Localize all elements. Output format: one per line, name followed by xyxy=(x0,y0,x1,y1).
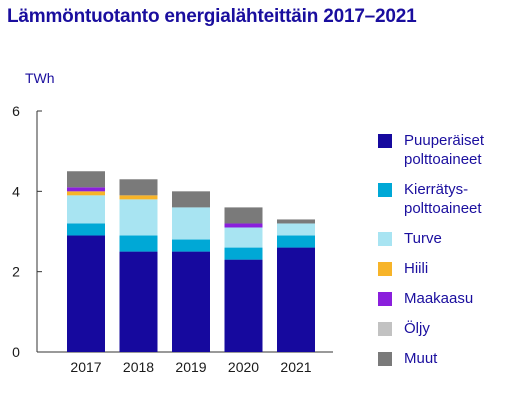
legend-item: Hiili xyxy=(378,259,484,278)
legend-item: Turve xyxy=(378,229,484,248)
legend-label: Hiili xyxy=(404,260,429,277)
legend-swatch xyxy=(378,262,392,276)
legend-item: Puuperäiset polttoaineet xyxy=(378,131,484,169)
bar-segment xyxy=(119,179,158,196)
bar-segment xyxy=(224,247,263,260)
legend-swatch xyxy=(378,352,392,366)
bar-segment xyxy=(172,239,210,252)
legend-label: Maakaasu xyxy=(404,290,474,307)
y-tick-label: 2 xyxy=(12,264,20,280)
bar-segment xyxy=(119,195,158,200)
legend-label: Öljy xyxy=(404,320,430,337)
legend-label: Puuperäiset polttoaineet xyxy=(404,132,485,168)
legend-swatch xyxy=(378,232,392,246)
x-tick-label: 2020 xyxy=(228,359,259,375)
y-tick-label: 0 xyxy=(12,344,20,360)
x-tick-label: 2018 xyxy=(123,359,154,375)
y-tick-label: 6 xyxy=(12,103,20,119)
legend-swatch xyxy=(378,183,392,197)
bar-segment xyxy=(67,171,105,188)
legend-item: Muut xyxy=(378,349,484,368)
legend-swatch xyxy=(378,134,392,148)
bar-segment xyxy=(67,187,105,192)
x-tick-label: 2019 xyxy=(175,359,206,375)
bar-segment xyxy=(67,223,105,236)
legend-item: Öljy xyxy=(378,319,484,338)
bar-segment xyxy=(67,191,105,196)
bar-segment xyxy=(172,191,210,208)
bar-segment xyxy=(67,235,105,352)
legend-label: Turve xyxy=(404,230,442,247)
bar-segment xyxy=(277,219,315,224)
bar-segment xyxy=(224,223,263,228)
bar-segment xyxy=(119,235,158,252)
legend-label: Kierrätys- polttoaineet xyxy=(404,181,482,217)
chart-title: Lämmöntuotanto energialähteittäin 2017–2… xyxy=(7,6,417,27)
legend-item: Kierrätys- polttoaineet xyxy=(378,180,484,218)
x-tick-label: 2017 xyxy=(70,359,101,375)
y-axis-unit-label: TWh xyxy=(25,70,55,86)
legend-swatch xyxy=(378,322,392,336)
bar-segment xyxy=(67,195,105,224)
bar-segment xyxy=(224,227,263,248)
legend-label: Muut xyxy=(404,350,438,367)
y-tick-label: 4 xyxy=(12,183,20,199)
bar-segment xyxy=(277,235,315,248)
legend: Puuperäiset polttoaineet Kierrätys- poltt… xyxy=(378,131,484,379)
legend-item: Maakaasu xyxy=(378,289,484,308)
bars-group xyxy=(67,171,315,352)
bar-segment xyxy=(119,199,158,236)
bar-segment xyxy=(119,251,158,352)
bar-segment xyxy=(172,207,210,240)
bar-segment xyxy=(172,251,210,352)
bar-segment xyxy=(277,223,315,236)
legend-swatch xyxy=(378,292,392,306)
x-axis: 2017 2018 2019 2020 2021 xyxy=(70,359,311,375)
bar-segment xyxy=(277,247,315,352)
x-tick-label: 2021 xyxy=(280,359,311,375)
bar-segment xyxy=(224,259,263,352)
bar-segment xyxy=(224,207,263,224)
